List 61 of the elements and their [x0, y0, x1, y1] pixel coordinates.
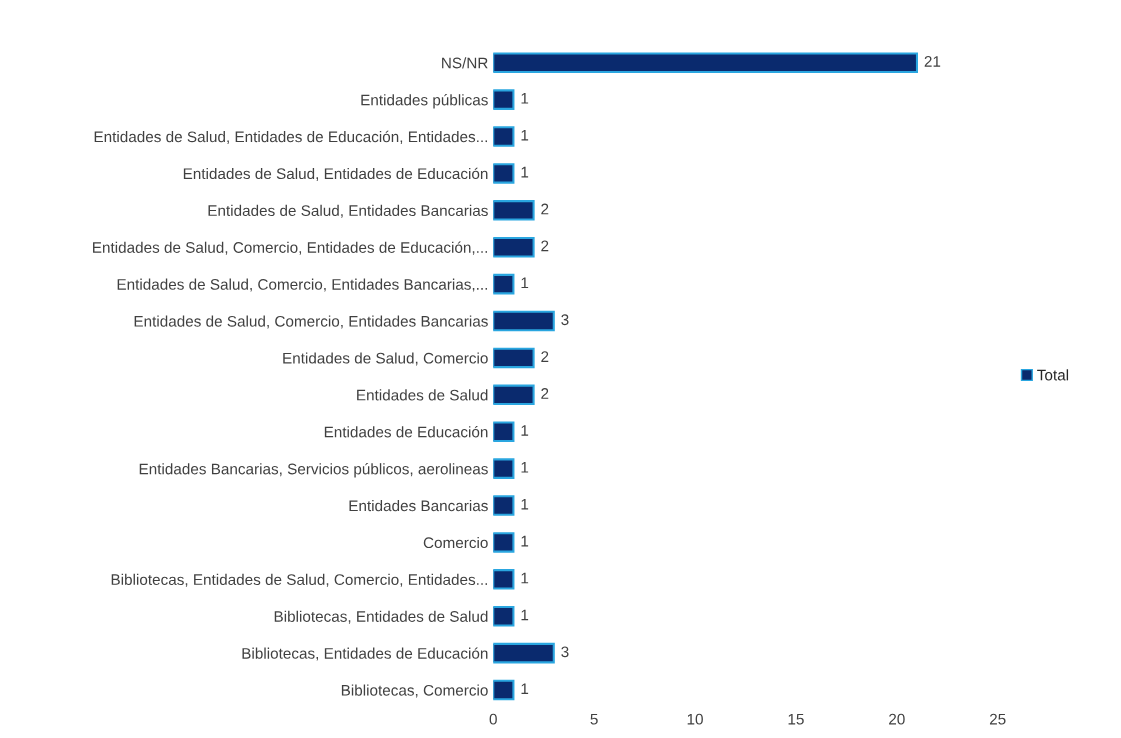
y-tick-label: Bibliotecas, Entidades de Educación — [242, 647, 488, 661]
bar — [493, 569, 515, 590]
y-tick-label: Bibliotecas, Comercio — [341, 684, 488, 698]
data-label: 1 — [521, 277, 529, 289]
y-tick-label: Bibliotecas, Entidades de Salud, Comercio, Entidades... — [111, 573, 487, 587]
bar — [493, 642, 555, 664]
x-tick-label: 15 — [788, 713, 804, 725]
bar — [493, 679, 515, 701]
data-label: 2 — [541, 203, 549, 215]
y-tick-label: Entidades de Salud — [357, 389, 488, 401]
y-tick-label: Entidades de Salud, Entidades de Educación, Entidades... — [94, 130, 488, 145]
data-label: 3 — [561, 646, 569, 658]
data-label: 1 — [521, 683, 529, 694]
y-tick-label: Entidades públicas — [361, 94, 488, 109]
bar — [493, 89, 515, 110]
y-tick-label: Comercio — [423, 536, 488, 549]
bar — [493, 163, 515, 184]
y-tick-label: Bibliotecas, Entidades de Salud — [274, 610, 488, 624]
y-tick-label: Entidades de Salud, Comercio — [283, 352, 488, 366]
bar — [493, 273, 515, 295]
data-label: 1 — [521, 535, 529, 547]
y-tick-label: Entidades de Salud, Comercio, Entidades Bancarias — [134, 315, 488, 329]
data-label: 1 — [521, 425, 529, 436]
legend-label: Total — [1037, 369, 1069, 381]
data-label: 1 — [521, 498, 529, 510]
bar — [493, 126, 515, 147]
data-label: 1 — [521, 462, 529, 473]
data-label: 2 — [541, 240, 549, 252]
y-tick-label: Entidades Bancarias, Servicios públicos, aerolineas — [139, 463, 488, 478]
data-label: 2 — [541, 351, 549, 362]
bar — [493, 384, 535, 406]
bar — [493, 310, 555, 332]
bar — [493, 347, 535, 369]
data-label: 1 — [521, 572, 529, 584]
bar — [493, 532, 515, 553]
y-tick-label: Entidades de Salud, Entidades de Educación — [183, 167, 488, 181]
x-tick-label: 25 — [989, 713, 1006, 725]
bar — [493, 236, 535, 258]
y-tick-label: Entidades de Salud, Comercio, Entidades de Educación,... — [93, 241, 488, 255]
y-tick-label: Entidades de Salud, Entidades Bancarias — [208, 204, 488, 218]
y-tick-label: Entidades de Salud, Comercio, Entidades Bancarias,... — [117, 278, 488, 292]
bar — [493, 421, 515, 442]
data-label: 1 — [521, 609, 529, 621]
x-tick-label: 0 — [489, 713, 497, 725]
bar — [493, 458, 515, 479]
data-label: 1 — [521, 93, 529, 104]
data-label: 1 — [521, 166, 529, 178]
x-tick-label: 5 — [590, 713, 598, 725]
bar — [493, 605, 515, 627]
data-label: 3 — [561, 314, 569, 326]
bar — [493, 52, 919, 73]
data-label: 2 — [541, 388, 549, 399]
y-tick-label: NS/NR — [442, 57, 488, 69]
data-label: 1 — [521, 129, 529, 141]
x-tick-label: 20 — [889, 713, 905, 725]
y-tick-label: Entidades de Educación — [324, 426, 488, 438]
bar — [493, 495, 515, 516]
data-label: 21 — [924, 56, 941, 67]
x-tick-label: 10 — [687, 713, 703, 725]
y-tick-label: Entidades Bancarias — [349, 499, 488, 512]
bar — [493, 200, 535, 221]
